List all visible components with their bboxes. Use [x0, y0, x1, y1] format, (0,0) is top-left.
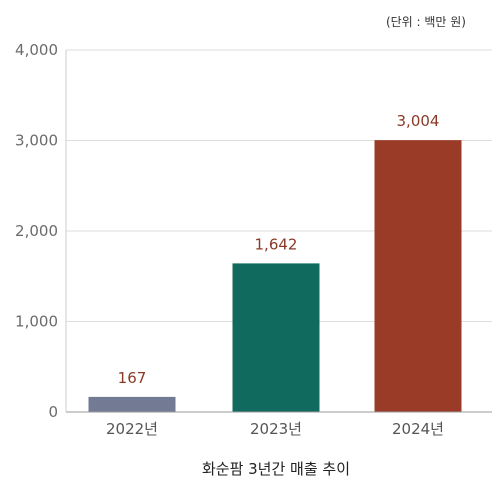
unit-label: (단위 : 백만 원) [386, 15, 466, 29]
y-tick-label: 0 [48, 403, 58, 421]
x-tick-label: 2023년 [250, 420, 302, 438]
bar-3 [374, 140, 462, 412]
y-tick-label: 4,000 [15, 41, 58, 59]
y-tick-label: 2,000 [15, 222, 58, 240]
x-axis-label: 화순팜 3년간 매출 추이 [202, 460, 350, 478]
bar-value-label: 3,004 [397, 112, 440, 130]
bars [88, 140, 462, 412]
x-tick-label: 2024년 [392, 420, 444, 438]
x-axis-category-labels: 2022년 2023년 2024년 [106, 420, 444, 438]
bar-1 [88, 396, 176, 412]
y-axis-ticks: 0 1,000 2,000 3,000 4,000 [15, 41, 58, 421]
y-tick-label: 1,000 [15, 313, 58, 331]
y-tick-label: 3,000 [15, 132, 58, 150]
bar-2 [232, 263, 320, 412]
bar-value-label: 167 [118, 369, 147, 387]
bar-value-label: 1,642 [255, 235, 298, 253]
x-tick-label: 2022년 [106, 420, 158, 438]
value-labels: 167 1,642 3,004 [118, 112, 440, 387]
